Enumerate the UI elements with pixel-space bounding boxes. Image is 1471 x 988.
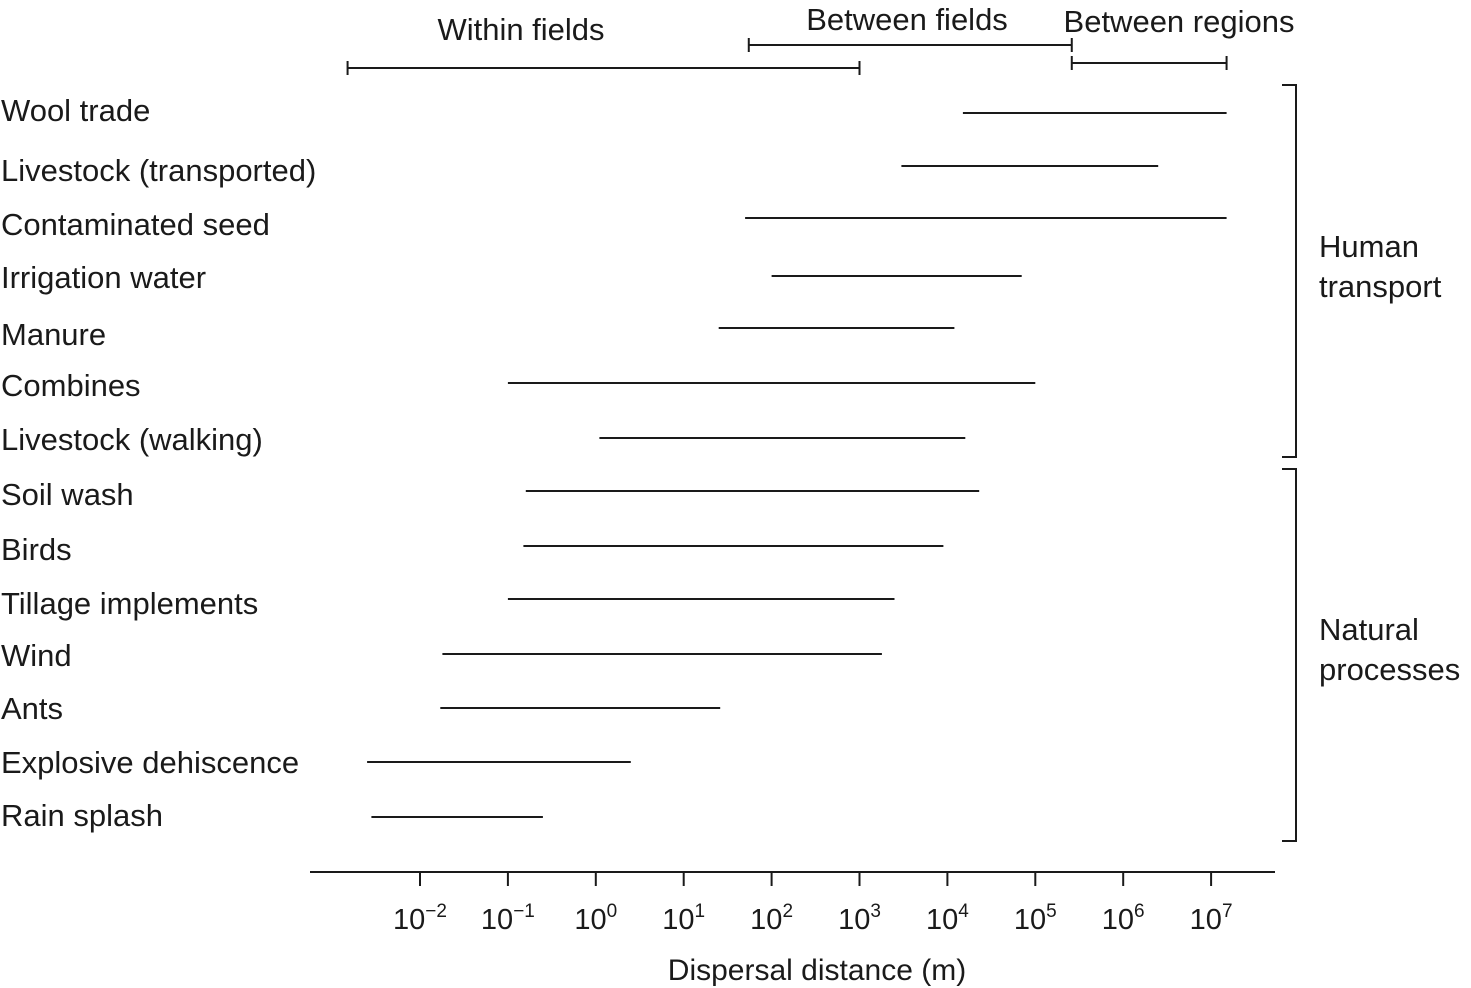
group-bracket: Natural processes [1282, 468, 1460, 842]
scale-bracket: Between fields [747, 2, 1073, 52]
group-brackets: Human transport Natural processes [1282, 84, 1460, 842]
x-tick-label: 102 [750, 901, 793, 936]
group-label: transport [1319, 269, 1442, 304]
category-label: Combines [1, 368, 141, 403]
group-label: processes [1319, 652, 1460, 687]
scale-bracket: Between regions [1064, 4, 1295, 70]
scale-bracket: Within fields [346, 12, 861, 75]
category-label: Rain splash [1, 798, 163, 833]
category-label: Irrigation water [1, 260, 206, 295]
category-labels: Wool trade Livestock (transported) Contami… [1, 93, 316, 833]
x-tick-label: 10−2 [393, 901, 447, 936]
range-bars [367, 112, 1227, 818]
group-bracket-line [1282, 468, 1297, 842]
category-label: Birds [1, 532, 72, 567]
category-label: Wind [1, 638, 72, 673]
x-tick-label: 100 [574, 901, 617, 936]
x-tick-label: 103 [838, 901, 881, 936]
group-label: Natural [1319, 612, 1419, 647]
category-label: Contaminated seed [1, 207, 270, 242]
category-label: Tillage implements [1, 586, 258, 621]
group-label: Human [1319, 229, 1419, 264]
x-axis-title: Dispersal distance (m) [668, 954, 966, 987]
scale-label: Between fields [806, 2, 1008, 37]
x-tick-label: 106 [1102, 901, 1145, 936]
category-label: Livestock (walking) [1, 422, 263, 457]
x-tick-label: 101 [662, 901, 705, 936]
scale-label: Between regions [1064, 4, 1295, 39]
x-tick-label: 104 [926, 901, 969, 936]
x-tick-label: 105 [1014, 901, 1057, 936]
category-label: Soil wash [1, 477, 134, 512]
category-label: Explosive dehiscence [1, 745, 299, 780]
x-axis: Dispersal distance (m) 10−2 10−1 100 101 102… [310, 871, 1275, 987]
group-bracket-line [1282, 84, 1297, 458]
category-label: Wool trade [1, 93, 150, 128]
category-label: Manure [1, 317, 106, 352]
x-tick-label: 10−1 [481, 901, 535, 936]
category-label: Livestock (transported) [1, 153, 316, 188]
scale-brackets: Within fields Between fields Between regio… [346, 2, 1295, 75]
group-bracket: Human transport [1282, 84, 1442, 458]
category-label: Ants [1, 691, 63, 726]
scale-label: Within fields [437, 12, 604, 47]
x-tick-label: 107 [1190, 901, 1233, 936]
